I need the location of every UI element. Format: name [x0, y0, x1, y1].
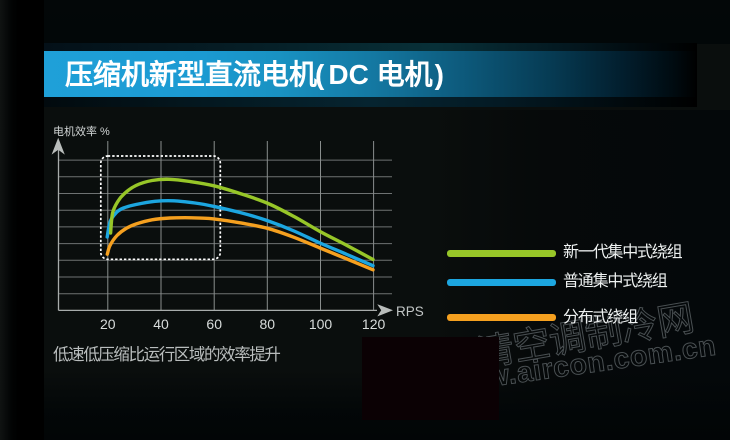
- svg-text:120: 120: [362, 316, 386, 332]
- svg-text:RPS: RPS: [396, 304, 424, 319]
- svg-text:80: 80: [260, 316, 276, 332]
- svg-text:40: 40: [153, 316, 169, 332]
- svg-text:20: 20: [100, 316, 116, 332]
- svg-text:100: 100: [309, 316, 333, 332]
- svg-text:60: 60: [206, 316, 222, 332]
